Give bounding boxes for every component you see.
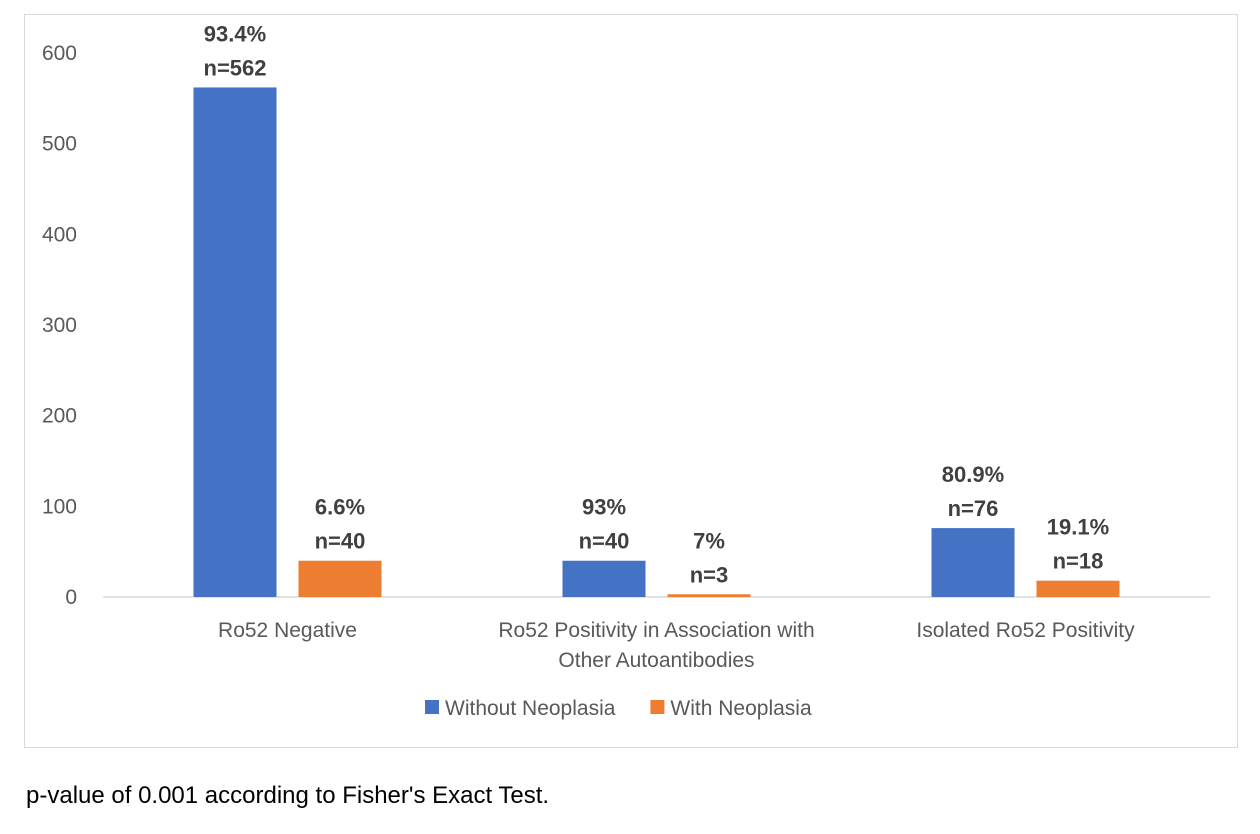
data-label: n=40 bbox=[315, 529, 366, 554]
legend-label: Without Neoplasia bbox=[445, 697, 616, 720]
data-label: n=562 bbox=[204, 55, 267, 80]
data-label: 93% bbox=[582, 495, 626, 520]
legend-swatch bbox=[650, 700, 665, 714]
category-label: Ro52 Negative bbox=[218, 619, 357, 642]
data-label: n=3 bbox=[690, 562, 729, 587]
category-label: Other Autoantibodies bbox=[558, 649, 754, 672]
category-label: Ro52 Positivity in Association with bbox=[498, 619, 814, 642]
chart-svg: 0 100 200 300 400 500 600 93.4% n=562 6.6% n=40 Ro5… bbox=[42, 21, 1210, 720]
data-label: n=18 bbox=[1053, 549, 1104, 574]
bar-with-neoplasia bbox=[667, 594, 751, 597]
bar-without-neoplasia bbox=[193, 87, 277, 597]
category-label: Isolated Ro52 Positivity bbox=[916, 619, 1135, 642]
y-tick-label: 0 bbox=[65, 586, 77, 609]
y-tick-label: 200 bbox=[42, 405, 77, 428]
y-tick-label: 500 bbox=[42, 133, 77, 156]
bar-with-neoplasia bbox=[1036, 580, 1120, 597]
bar-without-neoplasia bbox=[562, 560, 646, 597]
data-label: 19.1% bbox=[1047, 515, 1109, 540]
y-tick-label: 400 bbox=[42, 223, 77, 246]
bar-with-neoplasia bbox=[298, 560, 382, 597]
data-label: n=40 bbox=[579, 529, 630, 554]
legend-label: With Neoplasia bbox=[670, 697, 812, 720]
legend-swatch bbox=[425, 700, 439, 714]
data-label: 93.4% bbox=[204, 21, 266, 46]
data-label: 80.9% bbox=[942, 462, 1004, 487]
footnote: p-value of 0.001 according to Fisher's E… bbox=[26, 782, 550, 809]
data-label: n=76 bbox=[948, 496, 999, 521]
y-tick-label: 600 bbox=[42, 42, 77, 65]
bar-without-neoplasia bbox=[931, 528, 1015, 597]
data-label: 6.6% bbox=[315, 495, 365, 520]
chart-frame: 0 100 200 300 400 500 600 93.4% n=562 6.6% n=40 Ro5… bbox=[24, 14, 1238, 748]
y-tick-label: 300 bbox=[42, 314, 77, 337]
y-tick-label: 100 bbox=[42, 495, 77, 518]
data-label: 7% bbox=[693, 528, 725, 553]
